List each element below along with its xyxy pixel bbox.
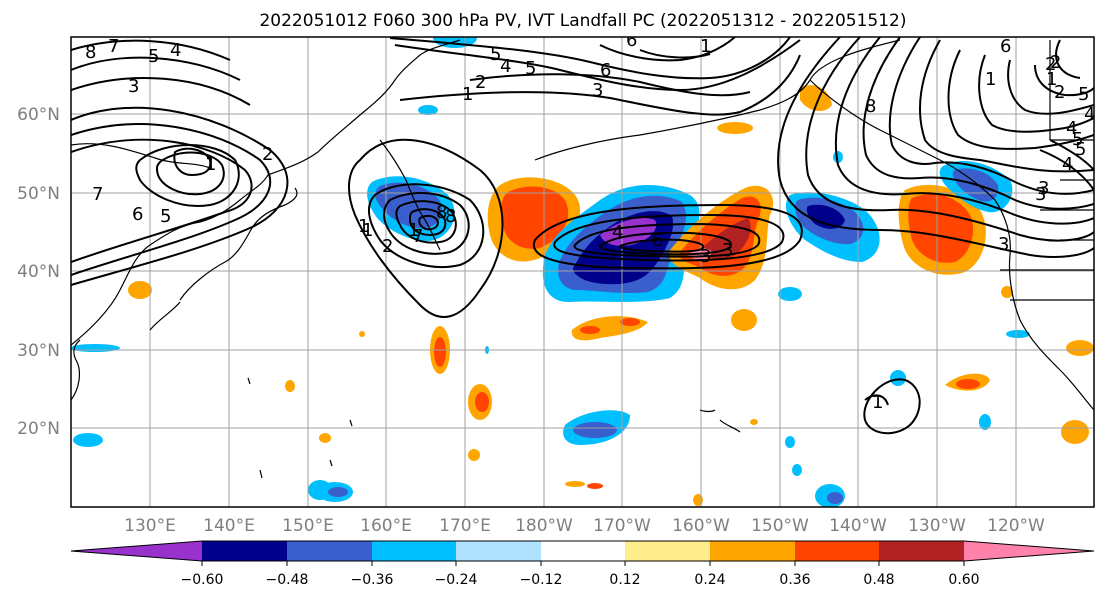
- contour-label: 3: [1035, 184, 1046, 205]
- lon-label: 160°E: [360, 516, 412, 536]
- contour-label: 5: [1075, 139, 1086, 160]
- colorbar-tick-label: −0.36: [351, 572, 394, 588]
- colorbar-segment: [372, 541, 456, 561]
- contour-label: 4: [1062, 154, 1073, 175]
- lat-label: 40°N: [17, 262, 60, 282]
- contour-label: 7: [92, 184, 103, 205]
- colorbar: −0.60 −0.48 −0.36 −0.24 −0.12 0.12 0.24 …: [70, 540, 1095, 588]
- colorbar-segment: [964, 541, 1094, 561]
- contour-label: 5: [525, 58, 536, 79]
- contour-label: 1: [358, 216, 369, 237]
- contour-label: 6: [600, 60, 611, 81]
- lon-label: 170°E: [439, 516, 491, 536]
- contour-label: 5: [148, 46, 159, 67]
- colorbar-tick-label: −0.48: [266, 572, 309, 588]
- contour-label: 3: [592, 80, 603, 101]
- lon-label: 140°E: [203, 516, 255, 536]
- lon-label: 160°W: [672, 516, 730, 536]
- contour-label: 8: [85, 42, 96, 63]
- colorbar-segment: [879, 541, 964, 561]
- colorbar-tick-label: 0.48: [863, 572, 894, 588]
- contour-label: 6: [1000, 36, 1011, 57]
- contour-label: 8: [865, 96, 876, 117]
- colorbar-tick-label: 0.24: [694, 572, 725, 588]
- lon-label: 180°W: [515, 516, 573, 536]
- colorbar-segment: [710, 541, 795, 561]
- colorbar-tick-label: 0.60: [948, 572, 979, 588]
- latitude-axis: 60°N 50°N 40°N 30°N 20°N: [17, 105, 60, 439]
- colorbar-segment: [71, 541, 202, 561]
- lon-label: 150°E: [282, 516, 334, 536]
- lat-label: 50°N: [17, 184, 60, 204]
- lon-label: 170°W: [593, 516, 651, 536]
- colorbar-tick-label: −0.24: [435, 572, 478, 588]
- map-panel: 8 7 5 4 3 2 1 1 5 4 3 2 1 6 7 5 8 2 1 6: [70, 30, 1095, 508]
- contour-label: 1: [462, 84, 473, 105]
- contour-label: 7: [412, 226, 423, 247]
- contour-label: 1: [1046, 69, 1057, 90]
- contour-label: 5: [1072, 129, 1083, 150]
- colorbar-ticks: [201, 561, 965, 566]
- contour-label: 1: [362, 220, 373, 241]
- contour-label: 2: [1054, 82, 1065, 103]
- colorbar-segment: [795, 541, 879, 561]
- lon-label: 150°W: [751, 516, 809, 536]
- pv-contours: [71, 37, 1094, 435]
- lat-label: 20°N: [17, 419, 60, 439]
- lon-label: 140°W: [829, 516, 887, 536]
- contour-label: 3: [722, 240, 733, 261]
- colorbar-segment: [202, 541, 287, 561]
- contour-label: 5: [490, 44, 501, 65]
- contour-label: 1: [408, 220, 419, 241]
- contour-labels: 8 7 5 4 3 2 1 1 5 4 3 2 1 6 7 5 8 2 1 6: [85, 30, 1095, 413]
- contour-label: 6: [132, 204, 143, 225]
- colorbar-tick-label: −0.12: [520, 572, 563, 588]
- contour-label: 7: [108, 36, 119, 57]
- contour-label: 3: [998, 234, 1009, 255]
- contour-label: 6: [626, 30, 637, 51]
- contour-label: 1: [985, 69, 996, 90]
- lon-label: 130°E: [124, 516, 176, 536]
- contour-label: 1: [205, 154, 216, 175]
- contour-label: 4: [170, 40, 181, 61]
- contour-label: 4: [1066, 118, 1077, 139]
- contour-label: 4: [1084, 104, 1095, 125]
- contour-label: 8: [445, 206, 456, 227]
- contour-label: 2: [262, 144, 273, 165]
- colorbar-segment: [625, 541, 710, 561]
- lat-label: 60°N: [17, 105, 60, 125]
- map-frame: [70, 36, 1095, 508]
- contour-label: 1: [872, 392, 883, 413]
- contour-label: 2: [1045, 54, 1056, 75]
- lat-label: 30°N: [17, 341, 60, 361]
- positive-anomaly-coast: [898, 184, 986, 275]
- longitude-axis: 130°E 140°E 150°E 160°E 170°E 180°W 170°…: [124, 516, 1045, 536]
- colorbar-segment: [287, 541, 372, 561]
- map-title: 2022051012 F060 300 hPa PV, IVT Landfall…: [259, 11, 906, 31]
- contour-label: 5: [160, 206, 171, 227]
- contour-label: 2: [382, 236, 393, 257]
- lon-label: 120°W: [987, 516, 1045, 536]
- contour-label: 3: [700, 246, 711, 267]
- contour-label: 2: [1050, 52, 1061, 73]
- contour-label: 4: [612, 222, 623, 243]
- contour-label: 2: [475, 72, 486, 93]
- contour-label: 8: [436, 202, 447, 223]
- colorbar-tick-label: 0.12: [609, 572, 640, 588]
- colorbar-segment: [541, 541, 625, 561]
- colorbar-segment: [456, 541, 541, 561]
- contour-label: 3: [1038, 178, 1049, 199]
- contour-label: 6: [652, 230, 663, 251]
- contour-label: 5: [1078, 84, 1089, 105]
- lon-label: 130°W: [908, 516, 966, 536]
- contour-label: 4: [500, 56, 511, 77]
- coastlines: [71, 39, 1094, 479]
- contour-label: 1: [700, 36, 711, 57]
- contour-label: 3: [128, 76, 139, 97]
- colorbar-tick-label: −0.60: [181, 572, 224, 588]
- colorbar-tick-label: 0.36: [779, 572, 810, 588]
